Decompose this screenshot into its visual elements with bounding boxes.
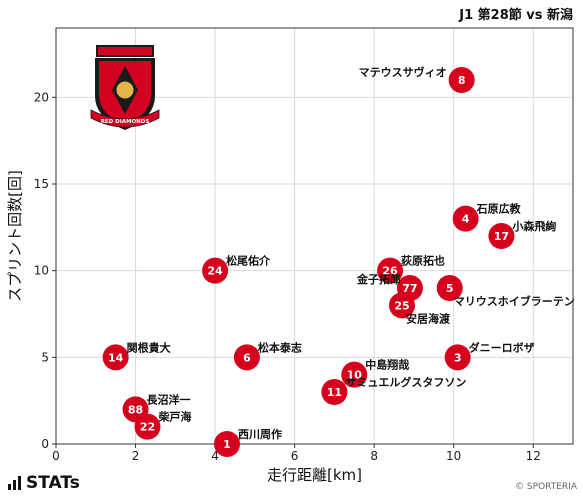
crest-ribbon: [90, 109, 160, 128]
player-name: 関根貴大: [127, 340, 171, 354]
player-name: 金子拓郎: [356, 272, 401, 286]
player-number: 8: [458, 74, 466, 87]
player-marker: [214, 431, 241, 457]
x-tick-label: 2: [132, 449, 140, 463]
player-name: 荻原拓也: [401, 254, 445, 268]
player-name: 中島翔哉: [365, 358, 409, 372]
x-tick-label: 0: [52, 449, 60, 463]
player-marker: [233, 344, 260, 371]
player-name: 松尾佑介: [226, 254, 271, 268]
y-tick-label: 0: [41, 437, 49, 451]
player-number: 3: [454, 351, 462, 364]
player-number: 77: [402, 282, 417, 295]
player-point: 1 西川周作: [214, 427, 282, 457]
x-tick-label: 4: [211, 449, 219, 463]
player-marker: [341, 361, 368, 388]
player-marker: [436, 275, 463, 301]
player-point: 8 マテウスサヴィオ: [359, 65, 475, 93]
player-name: 西川周作: [238, 427, 282, 441]
player-name: 長沼洋一: [147, 392, 191, 406]
plot-frame: [55, 27, 574, 445]
player-name: 柴戸海: [157, 410, 191, 424]
crest-ball: [115, 80, 135, 100]
player-marker: [321, 379, 348, 405]
stats-brand: STATs: [8, 473, 80, 493]
player-marker: [377, 257, 404, 284]
y-tick-label: 15: [34, 177, 49, 191]
x-tick-label: 12: [526, 449, 541, 463]
player-name: 石原広教: [476, 202, 522, 216]
y-axis-label: スプリント回数[回]: [6, 170, 24, 302]
stats-brand-label: STATs: [26, 473, 80, 493]
player-number: 11: [327, 386, 342, 399]
player-point: 4 石原広教: [452, 202, 522, 232]
player-number: 5: [446, 282, 454, 295]
club-crest-icon: RED DIAMONDS: [90, 45, 160, 130]
x-tick-label: 10: [446, 449, 461, 463]
x-tick-label: 8: [370, 449, 378, 463]
player-point: 3 ダニーロボザ: [444, 340, 535, 371]
y-tick-label: 10: [34, 264, 49, 278]
player-number: 17: [494, 230, 509, 243]
player-number: 14: [108, 351, 124, 364]
stats-bars-icon: [8, 476, 21, 490]
player-name: サミュエルグスタフソン: [345, 375, 466, 389]
player-marker: [202, 257, 229, 284]
player-number: 22: [140, 421, 155, 434]
x-tick-label: 6: [291, 449, 299, 463]
player-name: 松本泰志: [258, 340, 302, 354]
player-name: 小森飛絢: [511, 219, 556, 233]
player-name: マリウスホイブラーテン: [454, 294, 575, 308]
player-name: 安居海渡: [406, 311, 451, 325]
player-marker: [444, 344, 471, 371]
player-number: 1: [223, 438, 231, 451]
player-number: 4: [462, 213, 470, 226]
player-number: 26: [382, 265, 398, 278]
y-tick-label: 20: [34, 90, 49, 104]
crest-top-band: [98, 47, 152, 55]
x-axis-label: 走行距離[km]: [267, 466, 362, 484]
player-name: ダニーロボザ: [469, 340, 535, 354]
chart-title: J1 第28節 vs 新潟: [459, 8, 573, 23]
player-point: 6 松本泰志: [233, 340, 302, 371]
y-tick-label: 5: [41, 350, 49, 364]
player-marker: [134, 413, 161, 440]
player-marker: [452, 205, 479, 232]
player-number: 10: [347, 369, 363, 382]
crest-ribbon-text: RED DIAMONDS: [101, 119, 150, 125]
player-marker: [488, 223, 515, 249]
player-number: 6: [243, 351, 251, 364]
copyright: © SPORTERIA: [515, 482, 577, 492]
player-number: 24: [207, 265, 223, 278]
player-marker: [388, 292, 415, 319]
player-marker: [448, 67, 475, 93]
player-name: マテウスサヴィオ: [359, 65, 447, 79]
player-number: 88: [128, 403, 143, 416]
player-marker: [102, 344, 129, 371]
player-number: 25: [394, 299, 409, 312]
